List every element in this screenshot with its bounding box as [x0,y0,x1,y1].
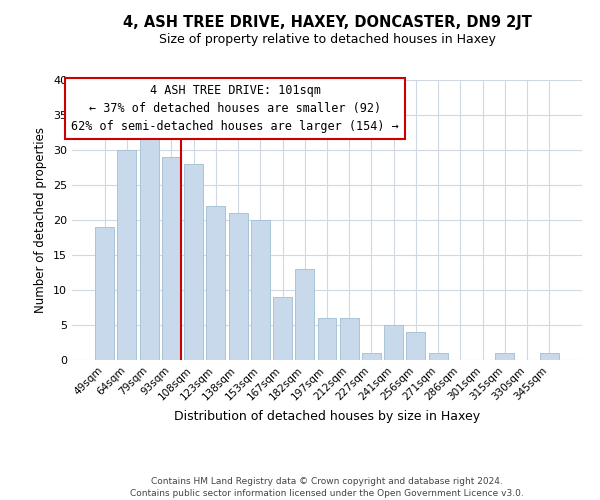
Bar [184,164,203,360]
Bar [384,325,403,360]
Text: 4 ASH TREE DRIVE: 101sqm
← 37% of detached houses are smaller (92)
62% of semi-d: 4 ASH TREE DRIVE: 101sqm ← 37% of detach… [71,84,399,133]
Text: Contains public sector information licensed under the Open Government Licence v3: Contains public sector information licen… [130,489,524,498]
Bar [118,150,136,360]
Text: 4, ASH TREE DRIVE, HAXEY, DONCASTER, DN9 2JT: 4, ASH TREE DRIVE, HAXEY, DONCASTER, DN9… [122,15,532,30]
Bar [429,353,448,360]
Y-axis label: Number of detached properties: Number of detached properties [34,127,47,313]
Bar [317,318,337,360]
Bar [362,353,381,360]
X-axis label: Distribution of detached houses by size in Haxey: Distribution of detached houses by size … [174,410,480,423]
Bar [340,318,359,360]
Bar [229,213,248,360]
Text: Size of property relative to detached houses in Haxey: Size of property relative to detached ho… [158,32,496,46]
Bar [295,269,314,360]
Bar [540,353,559,360]
Text: Contains HM Land Registry data © Crown copyright and database right 2024.: Contains HM Land Registry data © Crown c… [151,478,503,486]
Bar [206,206,225,360]
Bar [95,227,114,360]
Bar [273,297,292,360]
Bar [140,136,158,360]
Bar [162,157,181,360]
Bar [251,220,270,360]
Bar [406,332,425,360]
Bar [496,353,514,360]
